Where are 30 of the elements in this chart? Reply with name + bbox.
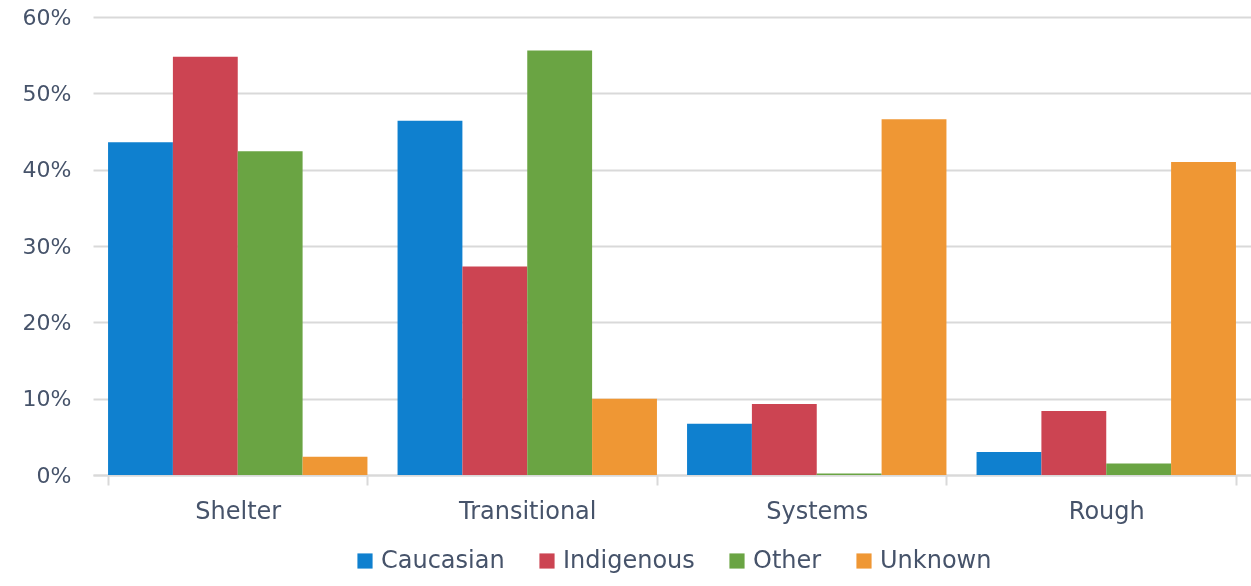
bar [1041, 410, 1107, 475]
legend-label: Indigenous [563, 546, 695, 574]
y-tick-label: 60% [22, 4, 72, 30]
bar [237, 151, 303, 475]
y-tick-label: 50% [22, 80, 72, 106]
y-tick-label: 30% [22, 233, 72, 259]
x-tick-label: Transitional [458, 496, 597, 525]
bar [881, 119, 947, 475]
bar [751, 404, 817, 475]
bar [302, 456, 368, 475]
bar [108, 142, 173, 475]
y-tick-label: 10% [22, 386, 72, 412]
bar [976, 452, 1042, 475]
bar [687, 423, 752, 475]
x-tick-label: Shelter [195, 496, 282, 525]
x-tick-label: Systems [766, 496, 869, 525]
y-tick-label: 40% [22, 157, 72, 183]
bar [397, 120, 463, 475]
legend-label: Caucasian [381, 546, 505, 574]
bar [1106, 463, 1172, 475]
bar [1171, 162, 1236, 475]
legend-label: Unknown [880, 546, 992, 574]
x-tick-label: Rough [1068, 496, 1145, 525]
bar [462, 266, 528, 475]
legend-label: Other [753, 546, 822, 574]
bar [592, 398, 657, 475]
bar [172, 56, 238, 475]
y-tick-label: 20% [22, 309, 72, 335]
y-tick-label: 0% [36, 462, 72, 488]
bar [527, 50, 593, 475]
